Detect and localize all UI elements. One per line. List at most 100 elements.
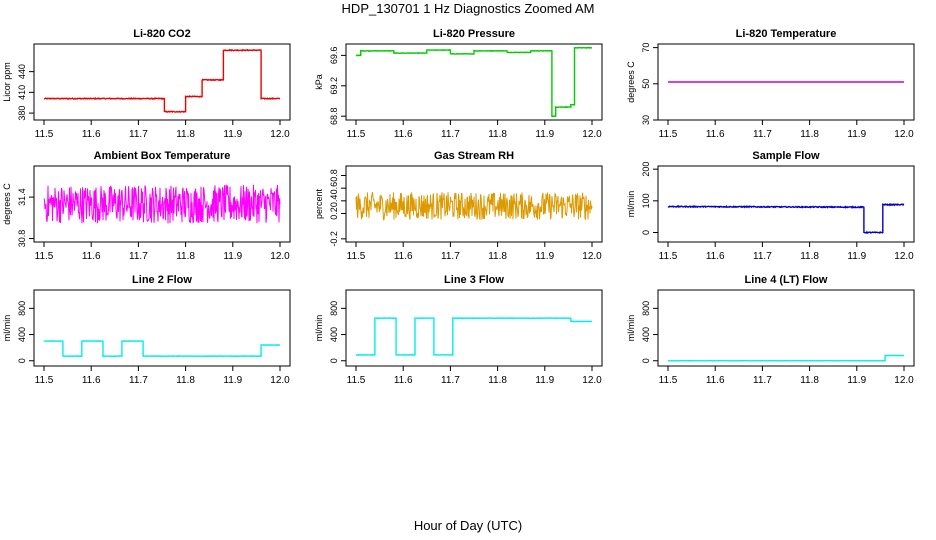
y-tick-label: 0 <box>17 358 27 363</box>
x-tick-label: 11.5 <box>35 375 54 386</box>
x-tick-label: 11.7 <box>129 129 148 140</box>
series-line <box>355 192 593 221</box>
x-tick-label: 11.6 <box>82 375 101 386</box>
x-tick-label: 11.6 <box>706 375 725 386</box>
x-tick-label: 11.8 <box>176 375 195 386</box>
x-tick-label: 11.8 <box>800 251 819 262</box>
y-axis-label: ml/min <box>626 191 636 218</box>
x-tick-label: 12.0 <box>582 129 602 140</box>
plot-frame <box>345 43 603 121</box>
y-tick-label: 200 <box>641 162 651 177</box>
x-tick-label: 11.7 <box>441 251 460 262</box>
x-tick-label: 12.0 <box>894 375 914 386</box>
x-tick-label: 11.9 <box>223 375 242 386</box>
x-tick-label: 11.6 <box>394 251 413 262</box>
x-tick-label: 11.8 <box>176 251 195 262</box>
panel-2: Li-820 Pressure kPa 11.5 11.6 11.7 11.8 11.9 12… <box>314 28 603 140</box>
y-tick-label: 0 <box>641 230 651 235</box>
y-axis-label: percent <box>314 188 324 219</box>
series-line <box>667 354 904 362</box>
y-tick-label: 800 <box>329 301 339 316</box>
x-tick-label: 11.7 <box>753 251 772 262</box>
y-tick-label: 0 <box>329 358 339 363</box>
x-tick-label: 12.0 <box>582 375 602 386</box>
x-tick-label: 11.7 <box>129 375 148 386</box>
series-line <box>667 202 905 235</box>
panel-title: Line 3 Flow <box>444 274 504 286</box>
panel-5: Gas Stream RH percent 11.5 11.6 11.7 11.8 11.9… <box>314 150 603 262</box>
plot-frame <box>657 289 915 367</box>
x-tick-label: 11.9 <box>847 251 866 262</box>
x-tick-label: 11.5 <box>659 375 678 386</box>
panel-3: Li-820 Temperature degrees C 11.5 11.6 11.7 1… <box>626 28 915 140</box>
panel-title: Line 2 Flow <box>132 274 192 286</box>
series-line <box>355 46 592 118</box>
panel-title: Line 4 (LT) Flow <box>745 274 828 286</box>
y-axis-label: ml/min <box>314 315 324 342</box>
panel-title: Li-820 CO2 <box>133 28 190 40</box>
y-tick-label: 0.6 <box>329 182 339 195</box>
figure-title: HDP_130701 1 Hz Diagnostics Zoomed AM <box>341 1 595 16</box>
panel-6: Sample Flow ml/min 11.5 11.6 11.7 11.8 11.9 12.… <box>626 150 915 262</box>
y-axis-label: Licor ppm <box>2 62 12 102</box>
panel-title: Sample Flow <box>752 150 820 162</box>
series-line <box>355 317 592 356</box>
y-tick-label: 800 <box>641 301 651 316</box>
x-tick-label: 11.9 <box>847 129 866 140</box>
panel-7: Line 2 Flow ml/min 11.5 11.6 11.7 11.8 11.9 12.… <box>2 274 291 386</box>
x-tick-label: 12.0 <box>270 375 290 386</box>
y-axis-label: kPa <box>314 74 324 90</box>
x-tick-label: 11.5 <box>347 129 366 140</box>
x-tick-label: 11.6 <box>82 251 101 262</box>
x-tick-label: 11.8 <box>176 129 195 140</box>
plot-frame <box>657 43 915 121</box>
x-tick-label: 11.8 <box>488 375 507 386</box>
series-line <box>43 48 281 113</box>
plot-frame <box>33 43 291 121</box>
panel-9: Line 4 (LT) Flow ml/min 11.5 11.6 11.7 11.8 11… <box>626 274 915 386</box>
y-tick-label: 0 <box>641 358 651 363</box>
x-tick-label: 12.0 <box>894 251 914 262</box>
x-tick-label: 11.9 <box>535 129 554 140</box>
y-axis-label: ml/min <box>626 315 636 342</box>
x-tick-label: 11.9 <box>535 251 554 262</box>
y-tick-label: 440 <box>17 64 27 79</box>
plot-frame <box>33 165 291 243</box>
x-tick-label: 11.5 <box>347 251 366 262</box>
y-tick-label: 31.4 <box>17 188 27 206</box>
y-tick-label: 400 <box>329 327 339 342</box>
x-tick-label: 12.0 <box>270 251 290 262</box>
y-tick-label: 410 <box>17 85 27 100</box>
plot-frame <box>657 165 915 243</box>
panel-4: Ambient Box Temperature degrees C 11.5 11.6… <box>2 150 291 262</box>
x-tick-label: 11.7 <box>129 251 148 262</box>
x-tick-label: 11.5 <box>347 375 366 386</box>
panel-title: Gas Stream RH <box>434 150 514 162</box>
plot-frame <box>33 289 291 367</box>
x-tick-label: 11.9 <box>223 129 242 140</box>
panel-title: Ambient Box Temperature <box>94 150 231 162</box>
y-tick-label: -0.2 <box>329 231 339 247</box>
panel-title: Li-820 Pressure <box>433 28 515 40</box>
x-tick-label: 11.7 <box>441 375 460 386</box>
y-axis-label: degrees C <box>2 183 12 225</box>
y-tick-label: 69.6 <box>329 47 339 65</box>
series-line <box>43 340 281 358</box>
y-tick-label: 800 <box>17 301 27 316</box>
x-tick-label: 12.0 <box>582 251 602 262</box>
y-tick-label: 50 <box>641 79 651 89</box>
panel-1: Li-820 CO2 Licor ppm 11.5 11.6 11.7 11.8 11.9 1… <box>2 28 291 140</box>
series-line <box>43 184 281 224</box>
x-tick-label: 11.7 <box>441 129 460 140</box>
y-tick-label: 30.8 <box>17 230 27 248</box>
x-tick-label: 11.5 <box>35 251 54 262</box>
plot-frame <box>345 165 603 243</box>
x-tick-label: 11.8 <box>488 129 507 140</box>
x-tick-label: 11.5 <box>659 129 678 140</box>
x-tick-label: 11.5 <box>35 129 54 140</box>
x-tick-label: 11.6 <box>706 251 725 262</box>
x-tick-label: 12.0 <box>894 129 914 140</box>
y-tick-label: 70 <box>641 43 651 53</box>
y-tick-label: 30 <box>641 115 651 125</box>
